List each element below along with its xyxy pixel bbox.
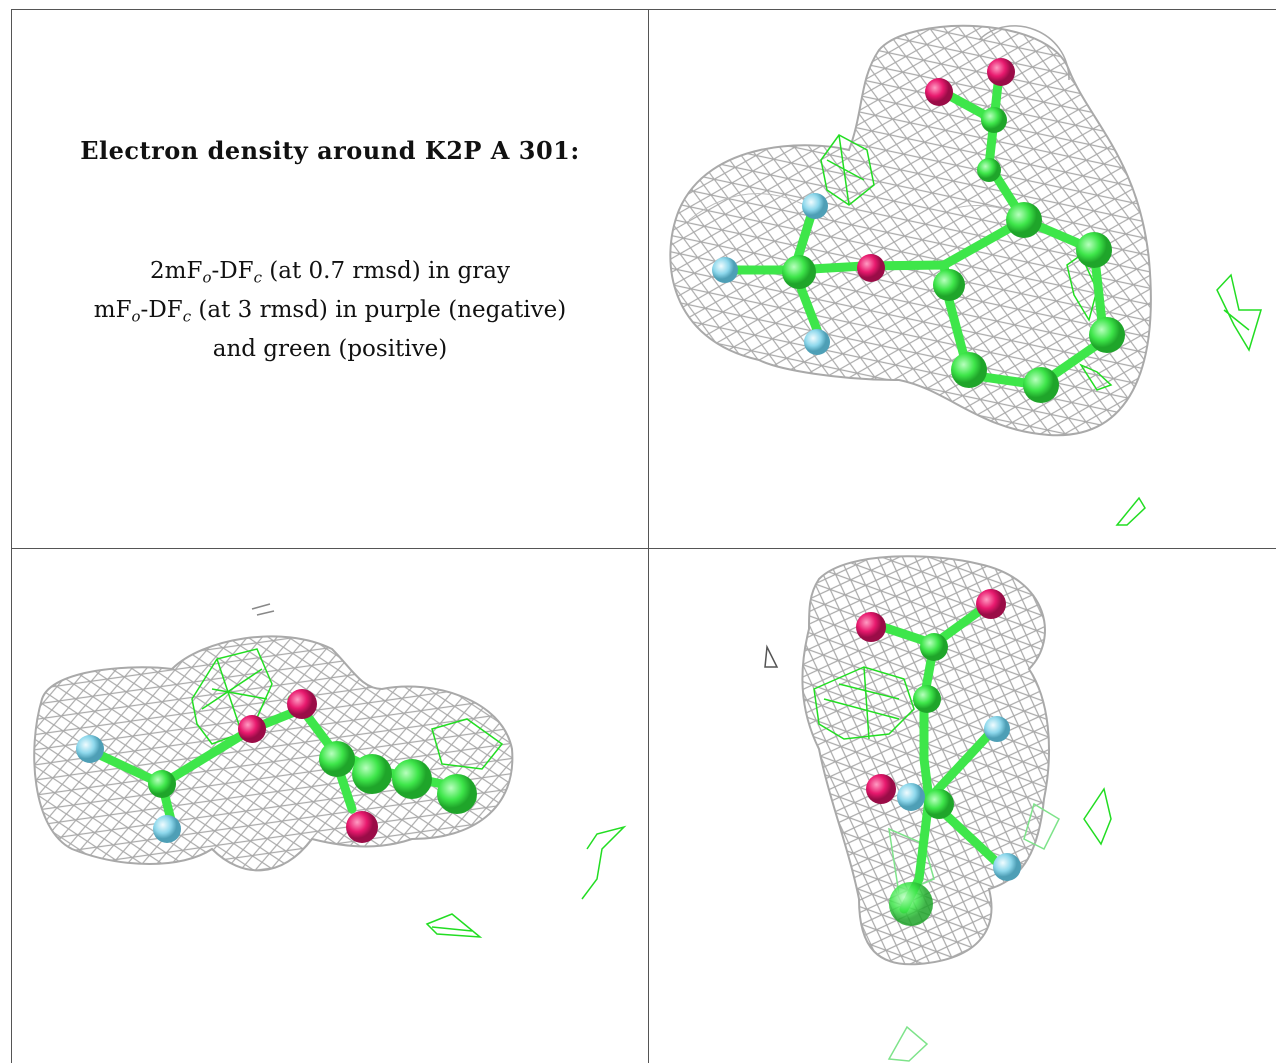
caption-title: Electron density around K2P A 301: — [80, 136, 580, 165]
legend-line-fofc: mFo-DFc (at 3 rmsd) in purple (negative) — [93, 297, 567, 326]
caption-legend: 2mFo-DFc (at 0.7 rmsd) in gray mFo-DFc (… — [12, 252, 648, 369]
molecule-atoms — [76, 689, 477, 843]
legend-line-positive: and green (positive) — [212, 336, 448, 362]
gray-density-mesh — [33, 603, 514, 872]
view-bottom-right — [649, 549, 1276, 1063]
view-top-right — [649, 10, 1276, 548]
molecule-atoms — [856, 589, 1021, 926]
molecule-bonds — [719, 70, 1109, 390]
green-difference-density — [191, 648, 627, 938]
view-bottom-left — [12, 549, 648, 1063]
molecule-atoms — [712, 58, 1125, 403]
divider-vertical — [648, 9, 649, 1063]
caption-cell: Electron density around K2P A 301: 2mFo-… — [12, 10, 648, 548]
divider-horizontal — [11, 548, 1276, 549]
border-top — [11, 9, 1276, 10]
gray-density-mesh — [669, 24, 1152, 437]
legend-line-2fofc: 2mFo-DFc (at 0.7 rmsd) in gray — [150, 258, 510, 287]
border-left — [11, 9, 12, 1063]
green-difference-density — [813, 666, 1112, 1062]
